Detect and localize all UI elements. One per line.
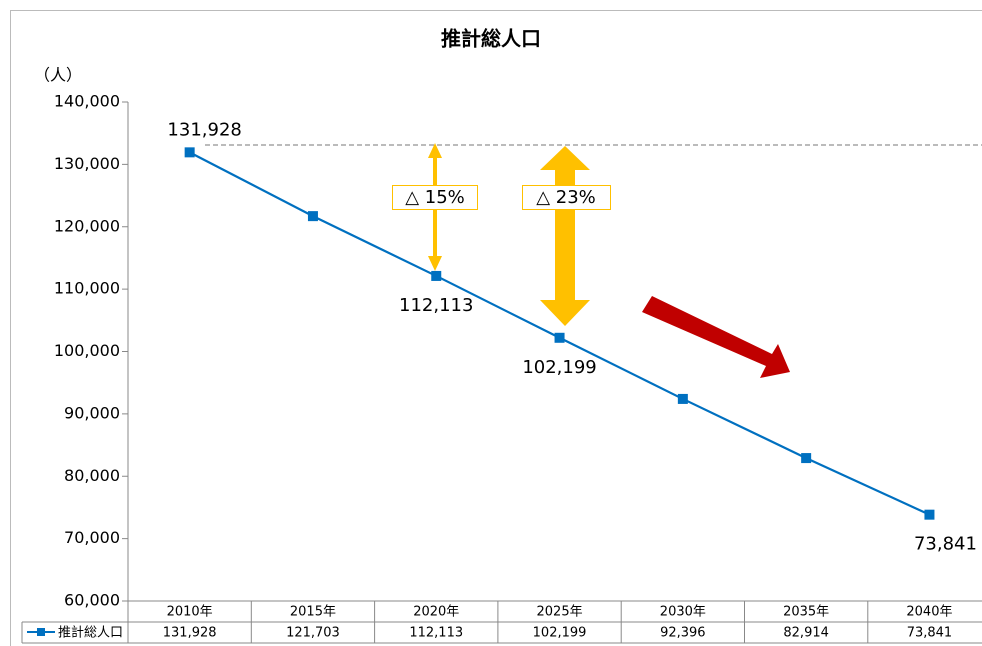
annotation-box	[522, 185, 611, 210]
arrow-23	[540, 146, 590, 326]
x-tick-label: 2035年	[783, 605, 829, 620]
table-cell: 102,199	[533, 626, 587, 641]
point	[924, 509, 935, 520]
point	[307, 211, 318, 222]
table-cell: 131,928	[163, 626, 217, 641]
legend-marker	[37, 628, 45, 636]
table-cell: 92,396	[660, 626, 706, 641]
annotation: △ 23%	[536, 187, 596, 208]
x-tick-label: 2020年	[413, 605, 459, 620]
chart-frame	[10, 10, 982, 646]
table-cell: 112,113	[409, 626, 463, 641]
x-tick-label: 2010年	[167, 605, 213, 620]
point	[431, 270, 442, 281]
point	[184, 147, 195, 158]
annotation-box	[392, 185, 478, 210]
table-cell: 73,841	[907, 626, 953, 641]
data-label: 131,928	[167, 119, 241, 140]
data-label: 73,841	[914, 534, 977, 555]
table-cell: 82,914	[783, 626, 829, 641]
data-label: 112,113	[399, 295, 473, 316]
table-cell: 121,703	[286, 626, 340, 641]
y-axis-label: （人）	[34, 66, 82, 85]
y-tick-label: 100,000	[54, 341, 120, 360]
y-tick-label: 60,000	[64, 591, 120, 610]
chart-title: 推計総人口	[441, 27, 541, 51]
y-tick-label: 70,000	[64, 528, 120, 547]
x-tick-label: 2015年	[290, 605, 336, 620]
y-tick-label: 80,000	[64, 466, 120, 485]
x-tick-label: 2025年	[537, 605, 583, 620]
y-tick-label: 130,000	[54, 154, 120, 173]
point	[677, 393, 688, 404]
legend-label: 推計総人口	[58, 625, 123, 641]
annotation: △ 15%	[405, 187, 465, 208]
x-tick-label: 2040年	[906, 605, 952, 620]
point	[554, 332, 565, 343]
trend-arrow	[642, 296, 790, 378]
y-tick-label: 120,000	[54, 216, 120, 235]
point	[801, 453, 812, 464]
y-tick-label: 90,000	[64, 403, 120, 422]
x-tick-label: 2030年	[660, 605, 706, 620]
data-label: 102,199	[522, 357, 596, 378]
y-tick-label: 110,000	[54, 279, 120, 298]
y-tick-label: 140,000	[54, 92, 120, 111]
